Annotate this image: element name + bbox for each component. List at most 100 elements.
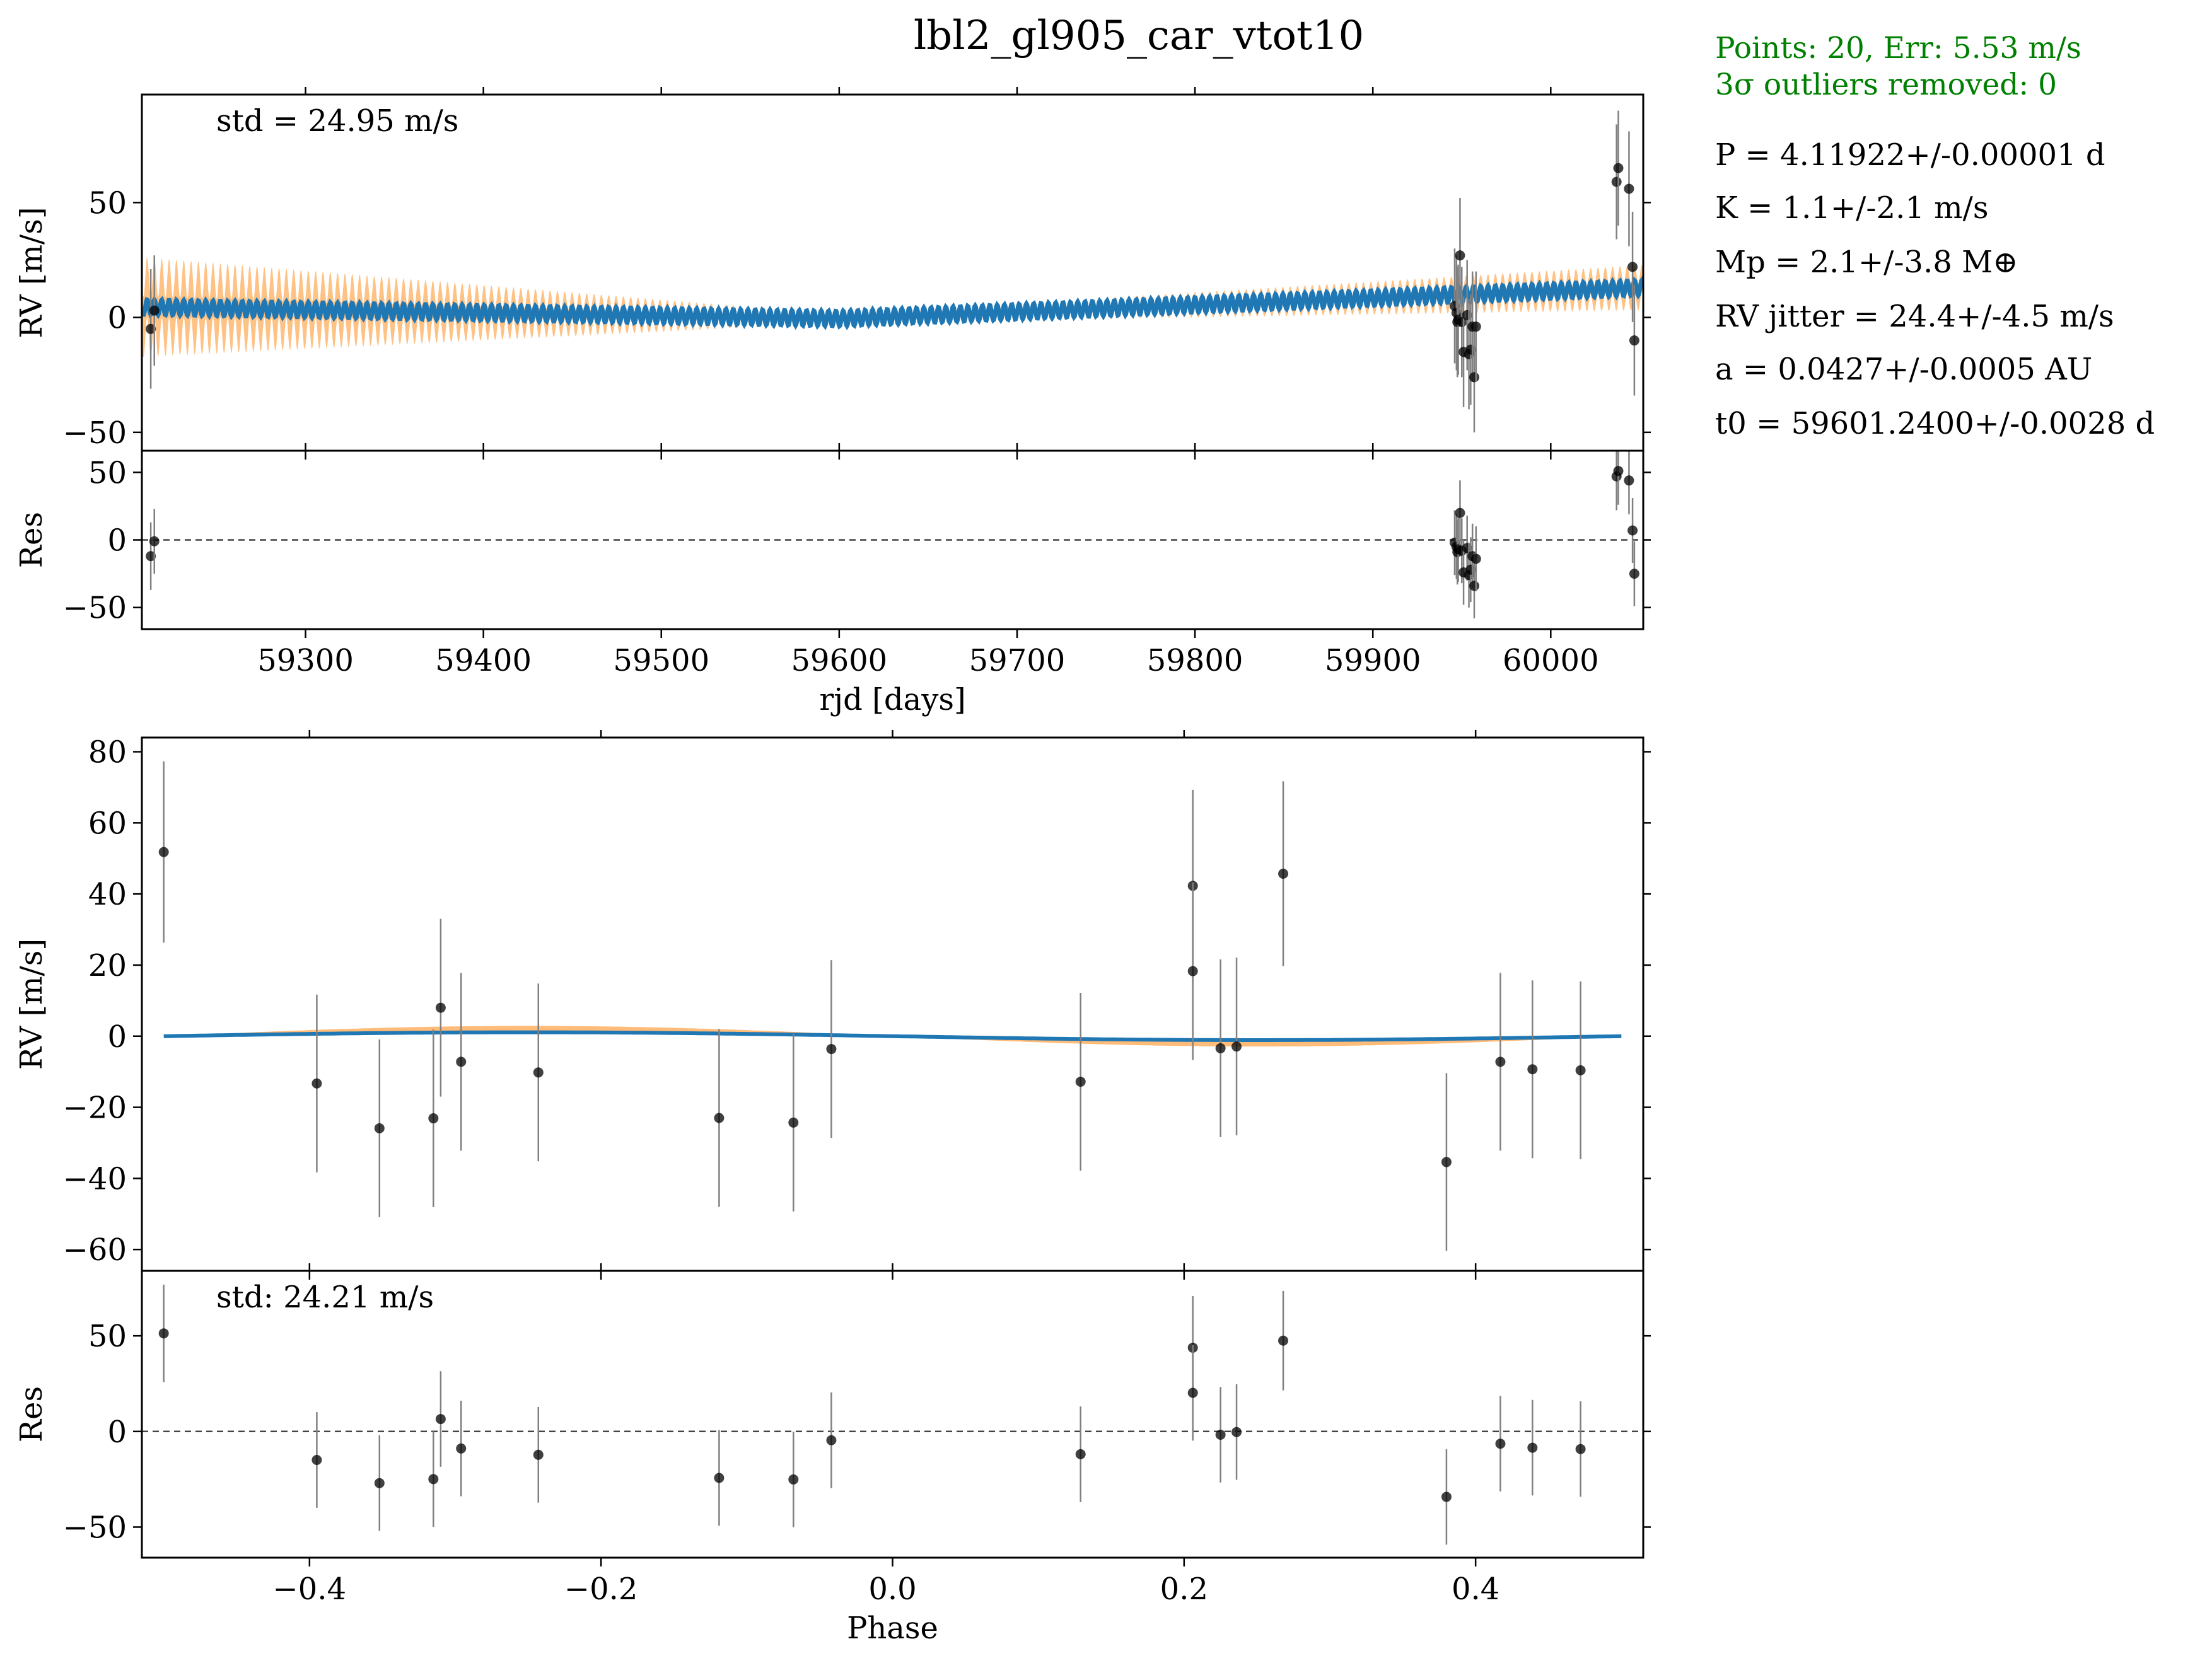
y-tick-label: 0 bbox=[107, 301, 127, 336]
data-point bbox=[714, 1113, 725, 1123]
data-point bbox=[149, 536, 160, 547]
data-point bbox=[788, 1474, 799, 1485]
data-point bbox=[1629, 569, 1639, 579]
data-point bbox=[1441, 1491, 1452, 1502]
y-tick-label: −60 bbox=[63, 1232, 127, 1268]
plot-area bbox=[158, 761, 1622, 1251]
x-tick-label: 59300 bbox=[257, 643, 354, 678]
y-axis-label: RV [m/s] bbox=[14, 939, 49, 1070]
data-point bbox=[1455, 507, 1465, 518]
figure-title: lbl2_gl905_car_vtot10 bbox=[914, 13, 1364, 59]
data-point bbox=[1455, 250, 1465, 261]
data-point bbox=[1527, 1064, 1538, 1075]
data-point bbox=[1613, 163, 1624, 173]
model-curve bbox=[142, 275, 1643, 331]
axes-frame bbox=[141, 736, 1644, 1272]
y-tick-label: 0 bbox=[107, 1019, 127, 1055]
y-tick-label: −20 bbox=[63, 1091, 127, 1126]
plot-area bbox=[142, 451, 1643, 618]
x-tick-label: 59900 bbox=[1325, 643, 1421, 678]
data-point bbox=[1231, 1041, 1242, 1052]
x-tick-label: 0.4 bbox=[1452, 1572, 1499, 1607]
data-point bbox=[374, 1478, 385, 1488]
x-tick-label: −0.2 bbox=[564, 1572, 638, 1607]
data-point bbox=[1495, 1057, 1506, 1067]
data-point bbox=[1187, 966, 1198, 976]
info-param-mass: Mp = 2.1+/-3.8 M⊕ bbox=[1715, 245, 2018, 280]
y-tick-label: −50 bbox=[63, 591, 127, 626]
y-tick-label: 20 bbox=[88, 948, 127, 983]
x-axis-label: rjd [days] bbox=[819, 682, 965, 717]
info-param-jitter: RV jitter = 24.4+/-4.5 m/s bbox=[1715, 299, 2114, 334]
x-tick-label: 60000 bbox=[1503, 643, 1599, 678]
plot-time_res: 59300 59400 59500 59600 59700 59800 59900 60000… bbox=[14, 443, 1651, 717]
data-point bbox=[1470, 321, 1481, 332]
model-curve bbox=[163, 1030, 1622, 1042]
std-annotation: std: 24.21 m/s bbox=[216, 1280, 434, 1315]
data-point bbox=[435, 1414, 446, 1425]
y-tick-label: 0 bbox=[107, 1415, 127, 1450]
y-tick-label: 60 bbox=[88, 806, 127, 841]
info-points: Points: 20, Err: 5.53 m/s bbox=[1715, 31, 2081, 66]
y-tick-label: 0 bbox=[107, 523, 127, 559]
info-box: Points: 20, Err: 5.53 m/s 3σ outliers re… bbox=[1715, 31, 2155, 441]
data-point bbox=[149, 305, 160, 316]
y-axis-label: Res bbox=[14, 512, 49, 568]
plot-phase_res: −0.4 −0.2 0.0 0.2 0.4 −50 0 50 Res Phase std: 24.2… bbox=[14, 1263, 1651, 1646]
x-tick-label: 0.2 bbox=[1160, 1572, 1208, 1607]
data-point bbox=[158, 847, 169, 857]
info-param-a: a = 0.0427+/-0.0005 AU bbox=[1715, 352, 2092, 387]
data-point bbox=[1469, 581, 1479, 591]
data-point bbox=[788, 1117, 799, 1128]
data-point bbox=[1495, 1439, 1506, 1449]
x-axis-label: Phase bbox=[847, 1611, 938, 1646]
model-uncertainty-band bbox=[142, 257, 1643, 357]
data-point bbox=[1075, 1449, 1086, 1459]
data-point bbox=[1470, 553, 1481, 564]
data-point bbox=[456, 1443, 467, 1454]
info-param-t0: t0 = 59601.2400+/-0.0028 d bbox=[1715, 406, 2155, 441]
y-tick-label: −40 bbox=[63, 1161, 127, 1196]
data-point bbox=[533, 1067, 544, 1078]
data-point bbox=[1624, 475, 1634, 486]
data-point bbox=[1187, 1387, 1198, 1398]
data-point bbox=[311, 1454, 322, 1465]
x-tick-label: 59600 bbox=[791, 643, 888, 678]
data-point bbox=[146, 323, 156, 334]
x-tick-label: −0.4 bbox=[273, 1572, 347, 1607]
data-point bbox=[1613, 466, 1624, 477]
data-point bbox=[435, 1002, 446, 1013]
std-annotation: std = 24.95 m/s bbox=[216, 103, 458, 139]
data-point bbox=[1278, 1335, 1289, 1346]
data-point bbox=[1215, 1429, 1226, 1440]
data-point bbox=[1469, 372, 1479, 383]
data-point bbox=[1627, 525, 1638, 536]
info-param-period: P = 4.11922+/-0.00001 d bbox=[1715, 137, 2105, 173]
data-point bbox=[1441, 1157, 1452, 1167]
plot-area bbox=[142, 1284, 1643, 1545]
y-tick-label: 50 bbox=[88, 1319, 127, 1354]
axes-layer: −50 0 50 RV [m/s] std = 24.95 m/s 59300 59400 5… bbox=[14, 87, 1651, 1646]
data-point bbox=[158, 1328, 169, 1339]
y-tick-label: 50 bbox=[88, 455, 127, 490]
plot-phase_rv: −60 −40 −20 0 20 40 60 80 RV [m/s] bbox=[14, 730, 1651, 1280]
y-tick-label: −50 bbox=[63, 415, 127, 451]
y-tick-label: 80 bbox=[88, 735, 127, 770]
axes-frame bbox=[141, 93, 1644, 452]
x-tick-label: 0.0 bbox=[868, 1572, 916, 1607]
x-tick-label: 59400 bbox=[435, 643, 532, 678]
plot-area bbox=[142, 110, 1643, 432]
x-tick-label: 59700 bbox=[969, 643, 1066, 678]
data-point bbox=[1527, 1442, 1538, 1453]
y-tick-label: 40 bbox=[88, 877, 127, 912]
data-point bbox=[1231, 1427, 1242, 1437]
data-point bbox=[1611, 177, 1622, 187]
data-point bbox=[1575, 1065, 1586, 1075]
data-point bbox=[374, 1123, 385, 1133]
data-point bbox=[826, 1044, 837, 1055]
info-outliers: 3σ outliers removed: 0 bbox=[1715, 67, 2057, 102]
data-point bbox=[826, 1435, 837, 1445]
y-axis-label: Res bbox=[14, 1386, 49, 1442]
data-point bbox=[456, 1057, 467, 1067]
data-point bbox=[1629, 335, 1639, 346]
